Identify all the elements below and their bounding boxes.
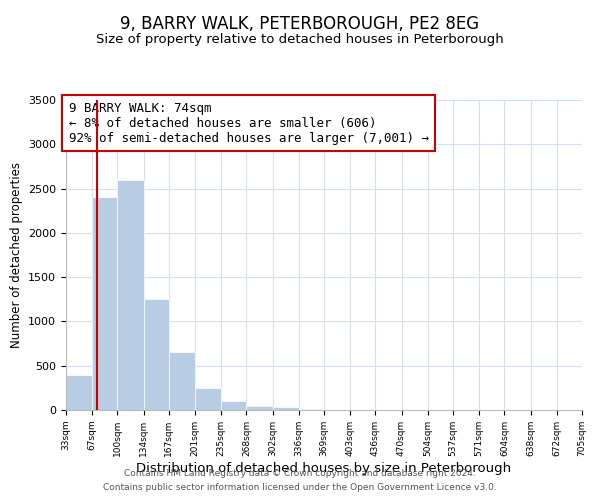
Text: Contains public sector information licensed under the Open Government Licence v3: Contains public sector information licen… xyxy=(103,484,497,492)
X-axis label: Distribution of detached houses by size in Peterborough: Distribution of detached houses by size … xyxy=(136,462,512,474)
Bar xyxy=(66,374,92,410)
Bar xyxy=(247,406,272,410)
Bar xyxy=(143,300,169,410)
Y-axis label: Number of detached properties: Number of detached properties xyxy=(10,162,23,348)
Bar xyxy=(169,352,195,410)
Bar xyxy=(299,409,324,410)
Text: Contains HM Land Registry data © Crown copyright and database right 2024.: Contains HM Land Registry data © Crown c… xyxy=(124,468,476,477)
Bar xyxy=(221,401,247,410)
Text: 9 BARRY WALK: 74sqm
← 8% of detached houses are smaller (606)
92% of semi-detach: 9 BARRY WALK: 74sqm ← 8% of detached hou… xyxy=(68,102,428,144)
Bar xyxy=(92,198,118,410)
Text: Size of property relative to detached houses in Peterborough: Size of property relative to detached ho… xyxy=(96,32,504,46)
Bar xyxy=(272,408,299,410)
Bar xyxy=(118,180,143,410)
Text: 9, BARRY WALK, PETERBOROUGH, PE2 8EG: 9, BARRY WALK, PETERBOROUGH, PE2 8EG xyxy=(121,15,479,33)
Bar xyxy=(195,388,221,410)
